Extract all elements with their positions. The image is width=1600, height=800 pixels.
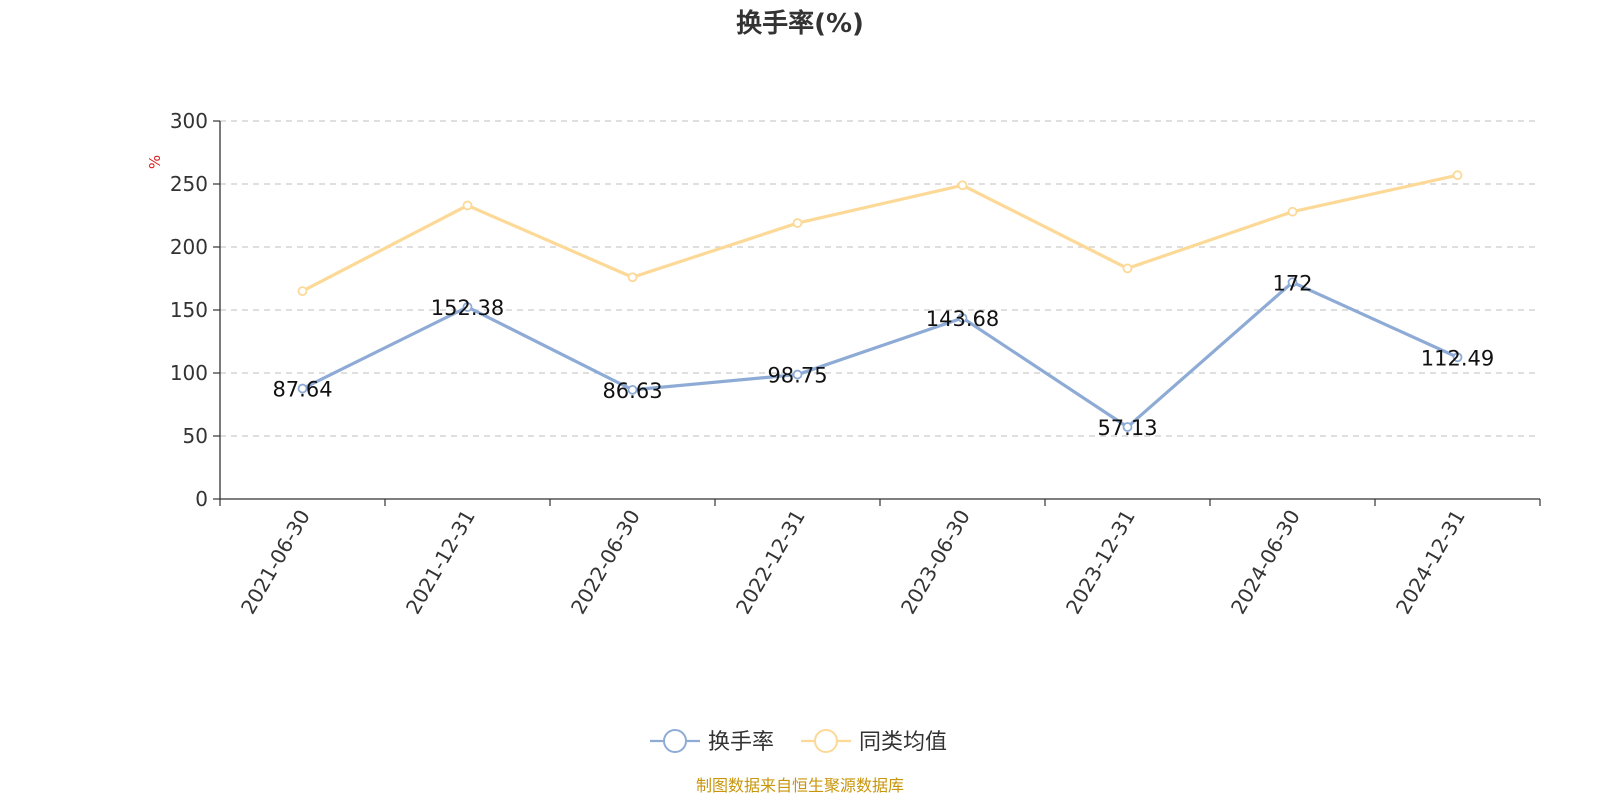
y-tick-label: 150	[170, 298, 208, 322]
data-point	[1122, 263, 1133, 274]
data-point	[1452, 352, 1463, 363]
data-point	[1452, 170, 1463, 181]
data-label: 172	[1272, 271, 1312, 295]
data-point	[1287, 206, 1298, 217]
series-line	[301, 280, 1459, 429]
x-tick-label: 2024-06-30	[1226, 506, 1305, 619]
data-labels: 87.64 152.38 86.63 98.75 143.68 57.13 172 112.4…	[272, 271, 1494, 440]
data-label: 152.38	[431, 296, 504, 320]
x-tick-label: 2021-12-31	[401, 506, 480, 619]
legend: 换手率 同类均值	[650, 729, 947, 755]
legend-label: 同类均值	[859, 730, 947, 755]
legend-item: 换手率	[650, 729, 774, 755]
data-point	[297, 383, 308, 394]
data-point	[297, 286, 308, 297]
data-point	[792, 369, 803, 380]
data-point	[627, 384, 638, 395]
x-tick-label: 2021-06-30	[236, 506, 315, 619]
x-tick-label: 2022-06-30	[566, 506, 645, 619]
y-tick-label: 50	[183, 424, 208, 448]
legend-marker	[663, 729, 687, 753]
x-tick-label: 2022-12-31	[731, 506, 810, 619]
data-point	[957, 180, 968, 191]
legend-label: 换手率	[708, 730, 774, 755]
y-tick-label: 200	[170, 235, 208, 259]
x-tick-label: 2023-12-31	[1061, 506, 1140, 619]
data-point	[957, 313, 968, 323]
data-label: 87.64	[272, 378, 332, 402]
y-tick-label: 300	[170, 109, 208, 133]
data-label: 112.49	[1421, 346, 1494, 370]
data-label: 143.68	[926, 307, 999, 331]
legend-item: 同类均值	[801, 729, 947, 755]
series-line	[301, 173, 1458, 293]
data-label: 98.75	[767, 364, 827, 388]
y-tick-label: 250	[170, 172, 208, 196]
y-axis-unit: %	[146, 155, 164, 169]
y-tick-label: 100	[170, 361, 208, 385]
x-tick-label: 2023-06-30	[896, 506, 975, 619]
x-tick-label: 2024-12-31	[1391, 506, 1470, 619]
data-point	[462, 302, 473, 312]
y-tick-label: 0	[195, 487, 208, 511]
data-label: 57.13	[1097, 416, 1157, 440]
data-source-note: 制图数据来自恒生聚源数据库	[696, 776, 904, 795]
data-point	[1287, 277, 1298, 288]
data-point	[792, 218, 803, 228]
axes: 0 50 100 150 200 250 300 2021-06-30 2021-12-31 20…	[170, 109, 1541, 619]
data-point	[1122, 422, 1133, 432]
data-label: 86.63	[602, 379, 662, 403]
data-point	[462, 200, 473, 211]
chart-title: 换手率(%)	[736, 8, 864, 39]
data-point	[627, 272, 638, 283]
legend-marker	[814, 729, 838, 753]
series-lines	[297, 170, 1463, 432]
grid-lines	[220, 120, 1540, 437]
